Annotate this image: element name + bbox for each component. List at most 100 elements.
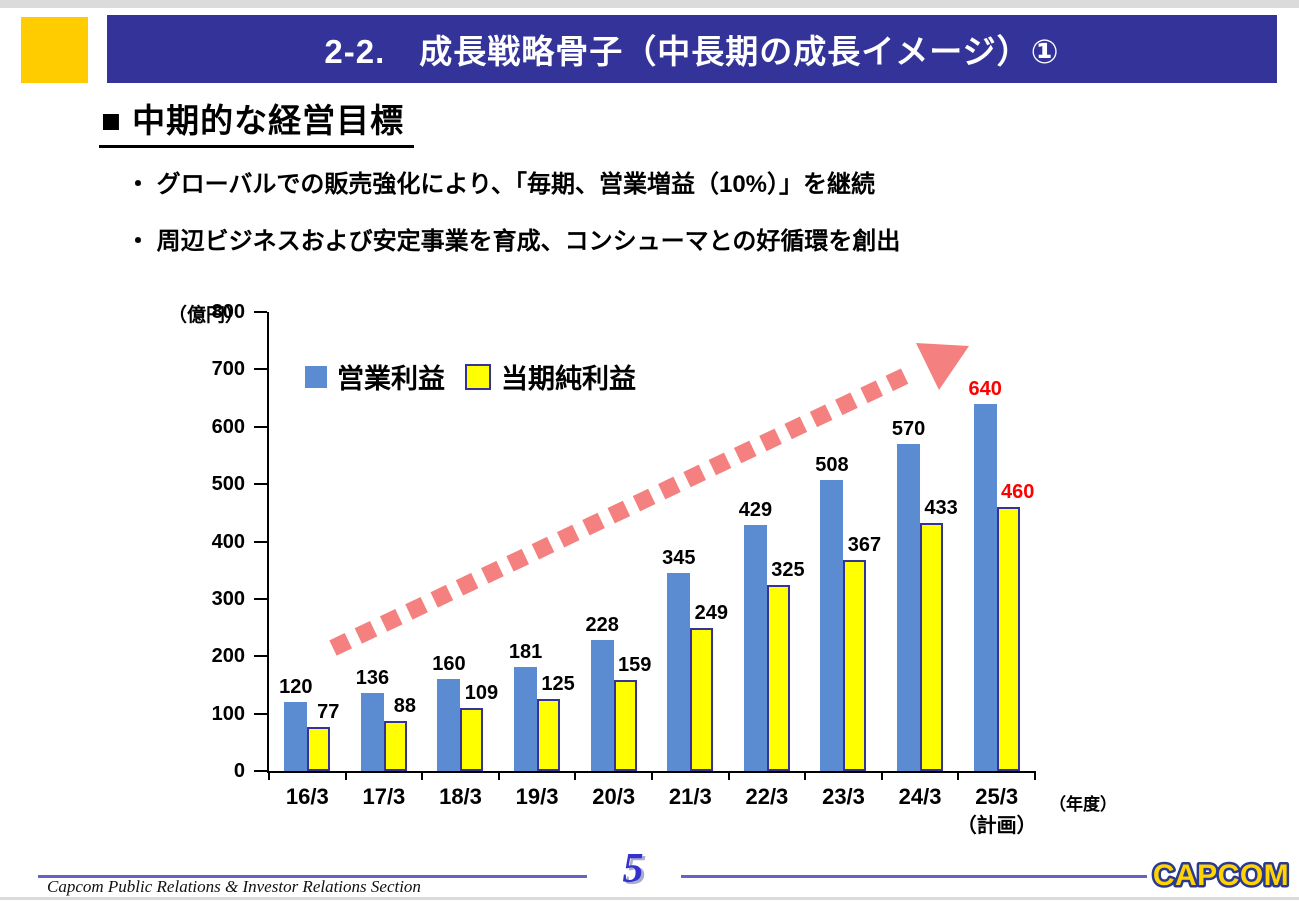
bar-17/3-net-income [383,720,407,771]
bar-16/3-net-income [307,726,331,771]
legend-swatch-net-income [465,363,491,390]
value-label-23/3: 367 [847,534,882,557]
value-label-20/3: 159 [618,653,652,676]
bar-25/3-operating-profit [973,403,997,771]
bar-group-19/3: 181 125 [499,312,576,771]
bar-group-18/3: 160 109 [422,312,499,771]
y-tick-mark [254,483,267,486]
bar-19/3-operating-profit [514,667,538,771]
bar-group-23/3: 508 367 [805,312,882,771]
y-tick-label: 500 [211,473,245,496]
y-tick-label: 200 [211,645,245,668]
slide-title: 2-2. 成長戦略骨子（中長期の成長イメージ）① [324,33,1060,70]
y-tick-mark [254,655,267,658]
top-edge-strip [0,0,1299,8]
value-label-16/3: 120 [279,676,313,699]
capcom-logo: CAPCOM [1150,857,1291,895]
section-heading: ■ 中期的な経営目標 [99,94,415,148]
bar-group-22/3: 429 325 [729,312,806,771]
x-tick-mark [880,771,883,780]
y-tick-mark [254,311,267,313]
value-label-22/3: 325 [771,558,805,581]
x-axis-note: （年度） [1049,795,1117,814]
x-tick-mark [497,771,500,780]
bar-23/3-net-income [843,560,867,771]
value-label-20/3: 228 [585,614,619,637]
value-label-24/3: 570 [891,417,926,440]
category-label-22/3: 22/3 [745,784,789,809]
category-plan-note: （計画） [956,815,1037,837]
y-tick-label: 600 [211,415,245,438]
page-number: 5 [622,846,644,892]
bar-20/3-operating-profit [590,640,614,771]
bar-19/3-net-income [537,699,561,771]
y-tick-label: 700 [211,358,245,381]
footer-divider-left [38,875,587,878]
bar-group-21/3: 345 249 [652,312,729,771]
bar-23/3-operating-profit [820,479,844,771]
value-label-18/3: 160 [432,653,466,676]
bar-24/3-operating-profit [897,443,921,771]
x-tick-mark [574,771,577,780]
legend-item-net-income: 当期純利益 [465,357,636,396]
value-label-21/3: 249 [694,602,728,625]
bar-group-17/3: 136 88 [346,312,423,771]
category-label-16/3: 16/3 [285,784,329,809]
bullet-point: ・ グローバルでの販売強化により、「毎期、営業増益（10%）」を継続 [126,171,876,198]
x-tick-mark [1034,771,1036,780]
bar-22/3-net-income [766,584,790,771]
bar-24/3-net-income [920,522,944,771]
legend-item-operating-profit: 営業利益 [305,357,445,396]
footer-divider-right [681,875,1147,878]
bar-group-24/3: 570 433 [882,312,959,771]
category-label-19/3: 19/3 [515,784,559,809]
bar-17/3-operating-profit [360,692,384,771]
value-label-16/3: 77 [317,700,340,723]
value-label-19/3: 125 [541,673,575,696]
y-tick-mark [254,540,267,543]
accent-square [21,17,88,83]
category-label-17/3: 17/3 [362,784,406,809]
x-tick-mark [957,771,960,780]
category-label-18/3: 18/3 [439,784,482,809]
value-label-17/3: 88 [393,694,417,717]
value-label-17/3: 136 [355,666,390,689]
category-label-23/3: 23/3 [822,784,865,809]
y-tick-mark [254,770,267,772]
y-tick-mark [254,368,267,371]
bullet-point: ・ 周辺ビジネスおよび安定事業を育成、コンシューマとの好循環を創出 [126,228,901,255]
bar-18/3-operating-profit [437,679,461,771]
bar-18/3-net-income [460,708,484,771]
legend-label-net-income: 当期純利益 [501,364,636,394]
bar-21/3-operating-profit [667,573,691,771]
slide-title-bar: 2-2. 成長戦略骨子（中長期の成長イメージ）① [107,15,1277,83]
chart-legend: 営業利益 当期純利益 [305,357,636,396]
x-tick-mark [268,771,270,780]
x-tick-mark [804,771,807,780]
value-label-18/3: 109 [464,682,499,705]
value-label-21/3: 345 [662,547,696,570]
category-label-21/3: 21/3 [668,784,712,809]
bar-group-20/3: 228 159 [575,312,652,771]
y-tick-label: 300 [211,587,245,610]
y-tick-label: 400 [211,530,245,553]
value-label-23/3: 508 [815,453,849,476]
y-tick-mark [254,712,267,715]
y-tick-label: 800 [211,301,245,323]
y-tick-mark [254,597,267,600]
y-tick-mark [254,425,267,428]
bar-16/3-operating-profit [284,702,308,771]
legend-label-operating-profit: 営業利益 [337,364,445,394]
category-label-20/3: 20/3 [592,784,636,809]
value-label-19/3: 181 [508,641,543,664]
bar-chart-plot-area: 0 100 200 300 400 500 600 700 800 16/3 120 77 17/3 1… [212,301,1117,837]
category-label-25/3: 25/3 （計画） [956,784,1037,837]
legend-swatch-operating-profit [305,365,327,388]
x-tick-mark [344,771,347,780]
bar-25/3-net-income [996,507,1020,771]
x-tick-mark [421,771,424,780]
capcom-logo-text: CAPCOM [1153,859,1289,892]
value-label-25/3: 640 [968,377,1002,400]
y-axis-unit-label: （億円） [168,305,245,326]
